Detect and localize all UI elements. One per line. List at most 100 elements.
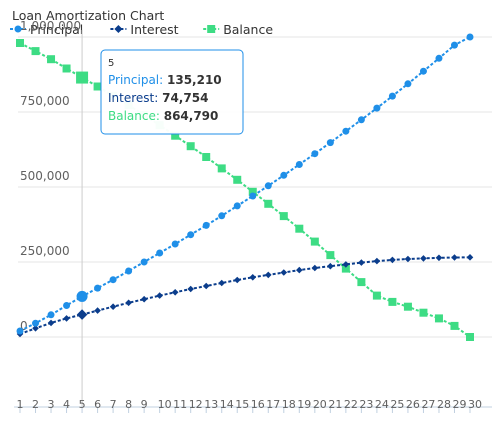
x-tick-label: 17 [266,398,280,411]
data-point-interest [420,255,427,262]
data-point-balance [403,302,412,311]
data-point-interest [373,257,381,265]
data-point-interest [264,271,272,279]
legend-item-principal[interactable]: Principal [10,22,83,37]
data-point-interest [125,299,132,307]
data-point-balance [341,264,350,273]
legend-label: Balance [223,22,273,37]
data-point-principal [357,116,365,124]
data-point-principal [466,33,474,41]
data-point-balance [450,321,459,330]
data-point-interest [358,259,365,266]
y-tick-label: 500,000 [20,169,70,183]
tooltip-row-balance: Balance: 864,790 [108,109,218,123]
y-tick-label: 1,000,000 [20,19,81,33]
data-point-balance [248,187,257,196]
tooltip-row-principal: Principal: 135,210 [108,73,222,87]
x-tick-label: 7 [110,398,117,411]
data-point-principal [156,249,164,257]
data-point-balance [171,131,180,140]
data-point-principal [264,182,272,190]
data-point-principal [32,319,40,327]
x-tick-label: 18 [282,398,296,411]
data-point-balance [62,64,71,73]
data-point-balance [16,39,24,47]
y-axis: 0 250,000 500,000 750,000 1,000,000 [20,19,81,333]
data-point-interest [94,307,101,314]
y-tick-label: 250,000 [20,244,70,258]
data-point-interest [280,269,288,276]
data-point-balance [186,142,195,151]
y-tick-label: 0 [20,319,28,333]
data-point-principal [311,150,319,158]
data-point-interest [171,289,179,296]
grid [18,30,492,407]
data-point-interest [187,285,194,293]
data-point-principal [16,327,24,335]
data-point-principal [76,290,88,302]
x-tick-label: 26 [406,398,420,411]
data-point-interest [296,266,303,274]
data-point-interest [311,264,319,272]
x-tick-label: 28 [437,398,451,411]
data-point-balance [202,153,211,161]
data-point-balance [388,297,397,306]
data-point-principal [342,127,350,135]
x-tick-label: 1 [17,398,24,411]
x-tick-label: 27 [421,398,435,411]
x-tick-label: 14 [220,398,234,411]
data-point-balance [310,237,319,246]
tooltip-box [100,49,244,135]
data-point-balance [233,175,242,184]
x-tick-label: 4 [63,398,70,411]
data-point-principal [94,284,102,292]
data-point-principal [388,92,396,100]
x-tick-label: 5 [79,398,86,411]
legend-item-interest[interactable]: Interest [110,22,179,37]
data-point-principal [125,267,133,275]
data-point-interest [63,315,70,322]
data-point-balance [466,333,474,341]
legend-marker [114,25,123,33]
x-tick-label: 20 [313,398,327,411]
legend-item-balance[interactable]: Balance [203,22,273,37]
data-point-interest [47,319,55,327]
data-point-principal [419,67,427,75]
data-point-interest [389,256,396,264]
data-point-principal [373,104,381,112]
data-point-interest [233,276,241,284]
series-interest [16,254,474,338]
data-point-balance [76,71,89,84]
data-point-balance [264,199,273,208]
series-line-interest [19,256,471,335]
y-tick-label: 750,000 [20,94,70,108]
data-point-principal [280,171,288,179]
data-point-interest [76,309,88,320]
x-tick-label: 25 [390,398,404,411]
data-point-interest [218,279,226,287]
series-principal [16,33,474,335]
data-point-principal [47,311,55,319]
data-point-balance [31,47,40,56]
tooltip: 5 Principal: 135,210 Interest: 74,754 Balan… [100,49,244,135]
data-point-principal [435,54,443,62]
data-point-interest [140,295,148,303]
x-tick-label: 24 [375,398,389,411]
x-tick-label: 29 [452,398,466,411]
data-point-interest [451,254,458,261]
x-tick-label: 9 [141,398,148,411]
data-point-principal [218,212,226,220]
data-point-principal [109,276,117,284]
data-point-balance [279,212,288,221]
data-point-interest [109,303,117,310]
data-point-principal [63,302,71,309]
data-point-interest [342,261,350,268]
x-tick-label: 2 [32,398,39,411]
x-tick-label: 30 [468,398,482,411]
legend: Principal Interest Balance [10,22,273,37]
data-point-interest [466,254,474,261]
data-point-principal [249,192,257,200]
data-point-balance [372,291,381,300]
data-point-interest [327,262,334,270]
